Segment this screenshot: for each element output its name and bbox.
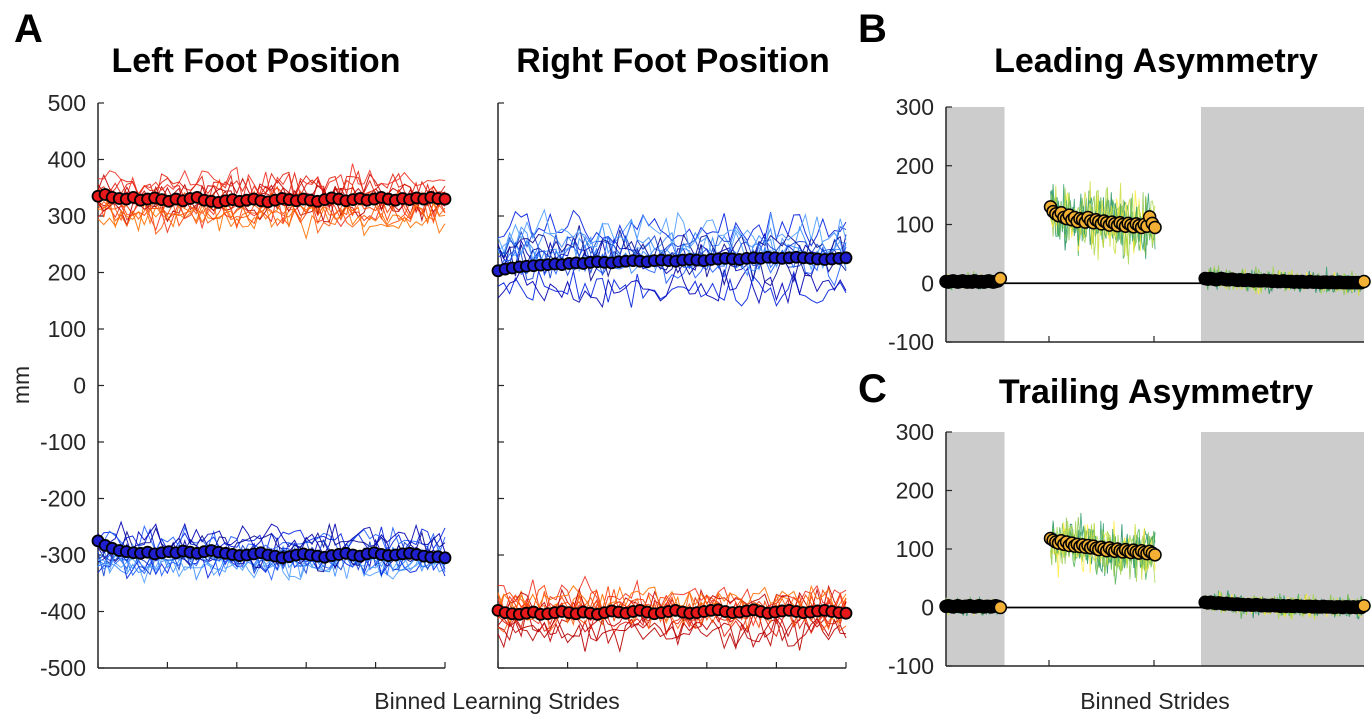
plot-trail-y-tick-label: 0 xyxy=(921,595,934,621)
plot-right-mean-point xyxy=(839,251,853,265)
plot-left-y-tick-label: 300 xyxy=(48,203,86,229)
panel-label-a: A xyxy=(14,7,43,51)
plot-left-y-tick-label: -200 xyxy=(40,486,86,512)
plot-lead-mean-point xyxy=(993,271,1008,286)
x-axis-label-learning: Binned Learning Strides xyxy=(374,688,620,714)
plot-right-foot-position xyxy=(491,102,853,669)
plot-right-individual-trace xyxy=(497,225,847,263)
plot-left-individual-trace xyxy=(97,178,446,218)
plot-trailing-asymmetry: 300 200 100 0 -100 xyxy=(888,419,1371,679)
plot-left-individual-trace xyxy=(97,194,446,230)
plot-lead-mean-point xyxy=(1357,274,1371,289)
plot-left-y-tick-label: 100 xyxy=(48,316,86,342)
plot-left-y-tick-label: -400 xyxy=(40,599,86,625)
plot-right-individual-trace xyxy=(497,269,847,308)
title-left-foot: Left Foot Position xyxy=(112,42,401,80)
plot-trail-shaded-region xyxy=(946,432,1005,666)
plot-trail-y-tick-label: 100 xyxy=(896,536,934,562)
plot-left-individual-trace xyxy=(97,520,446,560)
x-axis-label-binned: Binned Strides xyxy=(1080,688,1230,714)
plot-trail-y-tick-label: 300 xyxy=(896,419,934,445)
plot-left-y-tick-label: 400 xyxy=(48,147,86,173)
plot-lead-y-tick-label: 0 xyxy=(921,270,934,296)
plot-trail-mean-point xyxy=(1357,598,1371,613)
plot-right-individual-trace xyxy=(497,584,847,620)
plot-lead-shaded-region xyxy=(946,107,1005,342)
plot-left-y-tick-label: -100 xyxy=(40,429,86,455)
plot-trail-mean-point xyxy=(993,600,1008,615)
plot-trail-y-tick-label: 200 xyxy=(896,478,934,504)
plot-left-y-tick-label: -500 xyxy=(40,655,86,681)
plot-left-y-tick-label: 0 xyxy=(73,373,86,399)
plot-lead-y-tick-label: 300 xyxy=(896,94,934,120)
title-trailing-asymmetry: Trailing Asymmetry xyxy=(999,373,1313,411)
plot-leading-asymmetry: 300 200 100 0 -100 xyxy=(888,94,1371,355)
panel-label-c: C xyxy=(858,367,887,411)
plot-lead-y-tick-label: 100 xyxy=(896,212,934,238)
plot-lead-mean-point xyxy=(1148,220,1162,235)
plot-left-y-tick-label: 500 xyxy=(48,90,86,116)
plot-left-mean-point xyxy=(438,551,452,565)
panel-label-b: B xyxy=(858,7,887,51)
plot-lead-shaded-region xyxy=(1200,107,1364,342)
plot-right-individual-trace xyxy=(497,225,847,264)
plot-lead-y-tick-label: 200 xyxy=(896,153,934,179)
plot-left-foot-position: 500 400 300 200 100 0 -100 -200 -300 -400 -500 xyxy=(40,90,452,681)
plot-left-y-tick-label: -300 xyxy=(40,542,86,568)
plot-right-individual-trace xyxy=(497,599,847,641)
plot-trail-y-tick-label: -100 xyxy=(888,653,934,679)
plot-trail-mean-point xyxy=(1148,548,1162,562)
plot-left-individual-trace xyxy=(97,195,446,232)
plot-trail-shaded-region xyxy=(1200,432,1364,666)
plot-left-y-tick-label: 200 xyxy=(48,260,86,286)
plot-left-individual-trace xyxy=(97,522,446,561)
y-axis-label-mm: mm xyxy=(8,366,34,404)
plot-left-mean-point xyxy=(438,192,452,206)
plot-right-mean-point xyxy=(839,606,853,620)
plot-lead-y-tick-label: -100 xyxy=(888,329,934,355)
plot-right-individual-trace xyxy=(497,261,847,309)
title-leading-asymmetry: Leading Asymmetry xyxy=(994,42,1318,80)
plot-right-individual-trace xyxy=(497,208,847,256)
title-right-foot: Right Foot Position xyxy=(516,42,830,80)
